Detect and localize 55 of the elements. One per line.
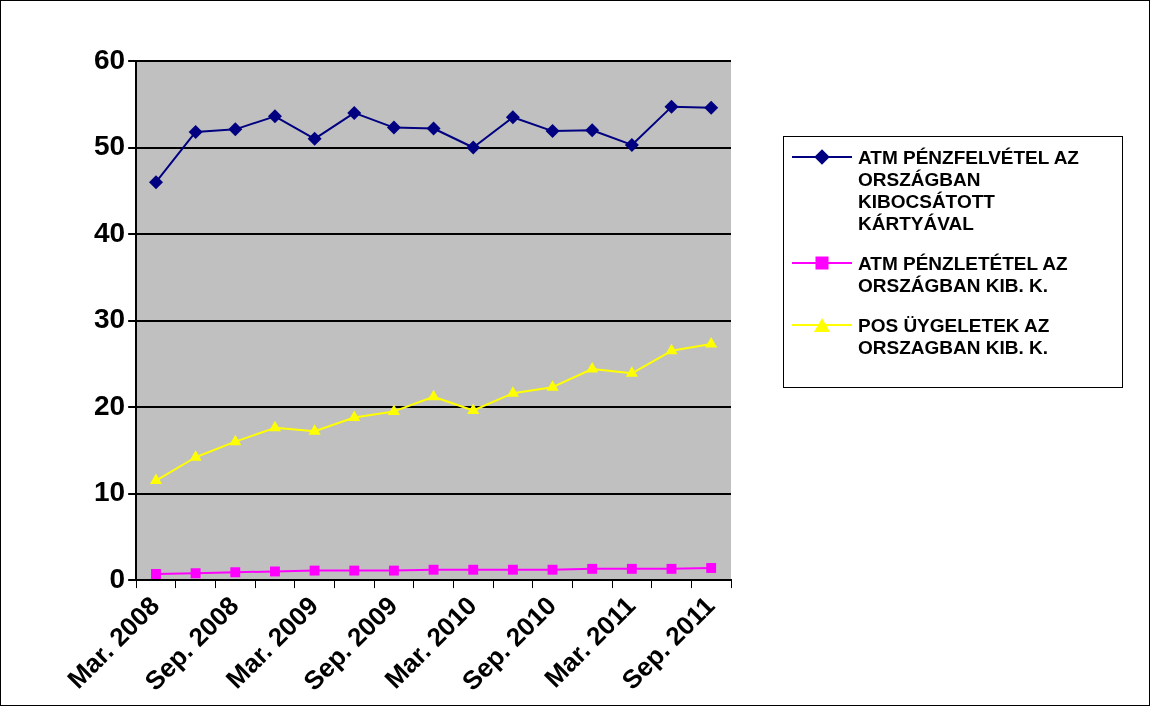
point (348, 410, 361, 421)
point (230, 567, 241, 578)
point (586, 362, 599, 373)
point (307, 131, 322, 146)
y-tick-label: 50 (93, 130, 126, 162)
point (624, 137, 639, 152)
point (467, 403, 480, 415)
point (505, 110, 520, 125)
point (190, 568, 201, 579)
point (706, 563, 717, 573)
point (228, 122, 243, 137)
point (188, 124, 203, 139)
point (308, 424, 321, 435)
point (229, 434, 242, 446)
y-tick-label: 0 (109, 562, 126, 594)
point (427, 389, 440, 401)
point (585, 123, 600, 138)
point (506, 386, 519, 397)
legend-label: POS ÜYGELETEK AZ ORSZAGBAN KIB. K. (858, 315, 1051, 359)
point (665, 343, 678, 355)
point (387, 404, 400, 415)
point (466, 140, 481, 155)
y-tick-label: 10 (93, 476, 126, 508)
point (704, 100, 719, 115)
point (587, 563, 598, 574)
point (386, 120, 401, 135)
point (269, 566, 280, 577)
y-tick-label: 20 (93, 389, 126, 421)
y-tick-label: 40 (93, 216, 126, 248)
point (507, 564, 518, 575)
point (625, 366, 638, 377)
point (151, 569, 161, 579)
y-tick-label: 30 (93, 303, 126, 335)
point (148, 175, 163, 190)
point (546, 380, 559, 391)
point (267, 109, 282, 124)
point (705, 336, 718, 348)
point (309, 565, 320, 576)
point (666, 563, 677, 574)
point (545, 124, 560, 139)
point (349, 565, 360, 576)
point (428, 564, 439, 575)
point (664, 99, 679, 114)
point (547, 564, 558, 575)
point (189, 450, 202, 461)
legend-label: ATM PÉNZLETÉTEL AZ ORSZÁGBAN KIB. K. (858, 253, 1069, 297)
point (426, 121, 441, 136)
legend-label: ATM PÉNZFELVÉTEL AZ ORSZÁGBAN KIBOCSÁTOTT KÁRTYÁVAL (858, 147, 1080, 235)
point (149, 473, 163, 485)
point (388, 565, 399, 576)
point (268, 420, 282, 432)
point (468, 564, 479, 575)
point (626, 563, 637, 574)
y-tick-label: 60 (93, 43, 126, 75)
point (347, 105, 362, 120)
